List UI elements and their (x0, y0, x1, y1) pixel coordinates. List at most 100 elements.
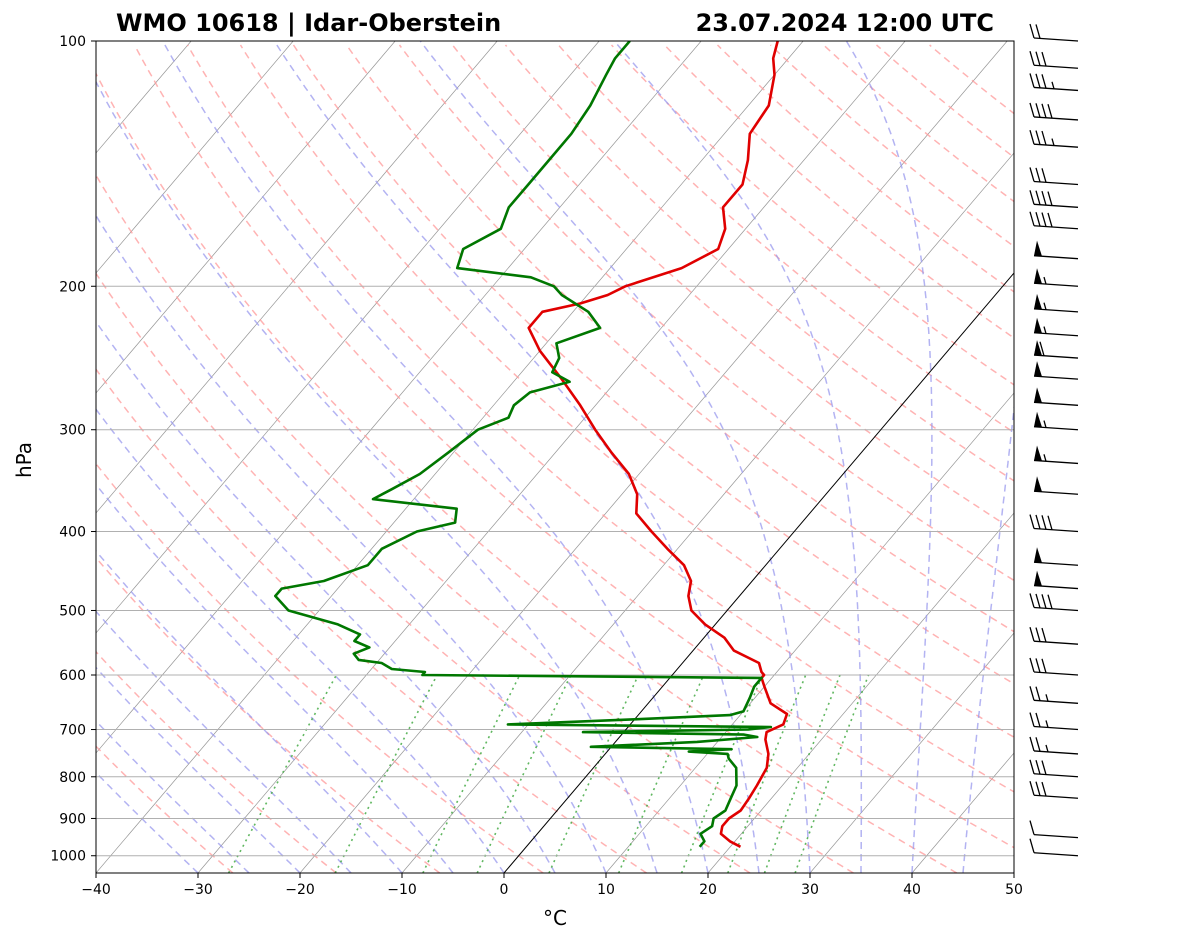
y-tick-label: 800 (59, 770, 86, 786)
wind-barb-full (1029, 657, 1035, 673)
wind-barb-full (1041, 168, 1047, 183)
wind-barb-full (1029, 102, 1035, 118)
dry-adiabat (96, 173, 854, 873)
wind-barb (1029, 514, 1079, 533)
wind-barb-flag (1034, 570, 1042, 587)
wind-barb-half (1051, 138, 1055, 146)
wind-barb-full (1047, 104, 1053, 119)
wind-barb-staff (1033, 671, 1079, 676)
zero-degree-isotherm (503, 272, 1014, 873)
dry-adiabat (133, 44, 1014, 849)
x-tick-label: −30 (183, 882, 213, 898)
wind-barb-flag (1034, 445, 1042, 461)
wind-barb-full (1041, 627, 1047, 643)
wind-barb-staff (1033, 203, 1079, 208)
dry-adiabat (96, 556, 441, 873)
wind-barb-flag (1034, 387, 1042, 403)
wind-barb-full (1029, 51, 1035, 66)
wind-barb-staff (1033, 606, 1079, 612)
wind-barb-staff (1033, 282, 1079, 287)
chart-title-time: 23.07.2024 12:00 UTC (696, 9, 994, 37)
wind-barb (1033, 445, 1079, 465)
wind-barb (1033, 240, 1079, 260)
wind-barbs (1029, 23, 1079, 857)
wind-barb-staff (1033, 794, 1079, 799)
wind-barb-half (1043, 454, 1047, 462)
dewpoint-profile (273, 41, 773, 848)
moist-adiabat (96, 408, 505, 873)
y-tick-label: 600 (59, 668, 86, 684)
wind-barb-staff (1033, 490, 1079, 495)
wind-barb-flag (1034, 361, 1042, 377)
isotherm-line (96, 41, 294, 274)
dry-adiabat (345, 44, 1014, 633)
plot-frame (95, 40, 1015, 874)
wind-barb-staff (1033, 750, 1079, 755)
wind-barb-full (1029, 759, 1035, 774)
wind-barb-staff (1033, 699, 1079, 704)
moist-adiabat (96, 666, 301, 873)
wind-barb-full (1041, 760, 1047, 775)
y-tick-label: 700 (59, 723, 86, 739)
wind-barb-half (1043, 276, 1047, 285)
wind-barb-full (1035, 103, 1041, 118)
wind-barb-half (1045, 694, 1049, 702)
wind-barb (1033, 317, 1079, 337)
wind-barb-flag (1034, 476, 1042, 492)
wind-barb-full (1029, 820, 1035, 835)
dry-adiabat (876, 44, 1014, 159)
wind-barb (1029, 73, 1079, 92)
wind-barb-half (1043, 326, 1047, 334)
wind-barb-full (1029, 736, 1035, 752)
mixing-ratio-line (763, 674, 841, 873)
wind-barb-staff (1033, 180, 1079, 186)
wind-barb-full (1035, 190, 1041, 205)
wind-barb-full (1029, 130, 1035, 145)
dry-adiabat (663, 44, 1014, 339)
y-tick-label: 300 (59, 423, 86, 439)
wind-barb-full (1029, 838, 1035, 853)
isotherm-line (299, 41, 1008, 873)
wind-barb-full (1035, 51, 1041, 66)
wind-barb (1029, 190, 1079, 208)
dry-adiabat (504, 44, 1014, 482)
wind-barb-full (1035, 781, 1041, 796)
wind-barb-full (1029, 167, 1035, 182)
wind-barb-staff (1033, 527, 1079, 533)
wind-barb-staff (1033, 459, 1079, 465)
isotherm-line (96, 41, 396, 394)
wind-barb-staff (1033, 375, 1079, 380)
dry-adiabat (96, 462, 544, 873)
mixing-ratio-line (476, 674, 572, 873)
isotherm-line (96, 41, 804, 873)
wind-barb (1033, 387, 1079, 406)
wind-barb-full (1029, 190, 1035, 205)
x-axis-ticks: −40 −30 −20 −10 0 10 20 30 40 50 (81, 873, 1023, 898)
moist-adiabat (96, 719, 250, 873)
wind-barb-full (1029, 712, 1035, 727)
isotherm-line (96, 41, 600, 634)
wind-barb (1029, 657, 1079, 676)
dry-adiabat (292, 44, 1014, 685)
wind-barb (1029, 736, 1079, 755)
wind-barb-full (1039, 341, 1045, 356)
y-tick-label: 200 (59, 279, 86, 295)
wind-barb (1029, 23, 1079, 42)
wind-barb-full (1029, 686, 1035, 701)
mixing-ratio-line (794, 674, 870, 873)
wind-barb-full (1029, 593, 1035, 608)
moist-adiabat (273, 41, 760, 873)
wind-barb (1033, 547, 1079, 566)
y-tick-label: 100 (59, 34, 86, 50)
wind-barb-full (1041, 212, 1047, 227)
isotherm-lines (96, 41, 1014, 873)
wind-barb-flag (1034, 268, 1042, 284)
wind-barb-full (1041, 51, 1047, 67)
wind-barb-half (1043, 302, 1047, 310)
y-axis-ticks: 1000 900 800 700 600 500 400 300 200 100 (50, 34, 96, 865)
x-tick-label: 0 (500, 882, 509, 898)
plot-area (96, 41, 1014, 873)
x-tick-label: 40 (903, 882, 921, 898)
isotherm-line (707, 512, 1014, 873)
wind-barb-flag (1034, 411, 1042, 428)
